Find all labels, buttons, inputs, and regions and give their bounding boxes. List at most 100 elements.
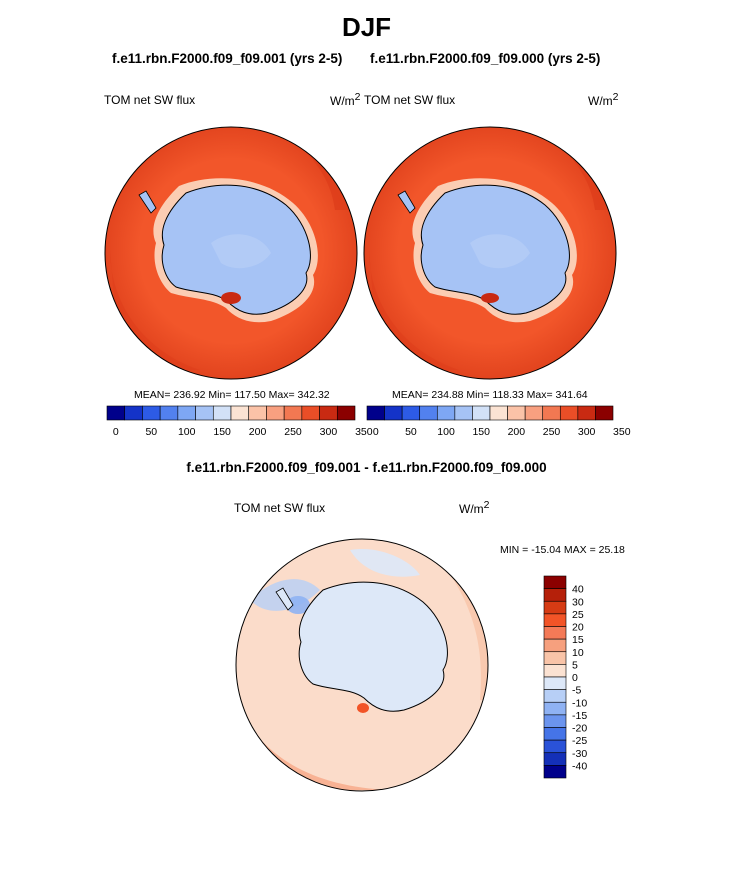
diff-cool-patch-w [250, 579, 320, 611]
left-polar-map [105, 127, 357, 379]
right-peninsula [397, 190, 416, 214]
right-warm-patch-sw [369, 250, 459, 370]
right-map-border [363, 126, 617, 380]
right-colorbar-tick-5: 250 [543, 426, 561, 438]
diff-variable-label: TOM net SW flux [234, 501, 326, 515]
left-colorbar-box-8 [248, 405, 267, 421]
diff-cool-patch-n [350, 549, 420, 577]
left-colorbar-box-3 [159, 405, 179, 421]
right-colorbar-box-9 [524, 405, 544, 421]
right-colorbar-box-8 [507, 405, 526, 421]
left-peninsula [138, 190, 157, 214]
right-colorbar-tick-7: 350 [613, 426, 631, 438]
left-warm-patch-sw [110, 250, 200, 370]
left-colorbar-box-0 [106, 405, 126, 421]
left-colorbar-box-13 [336, 405, 356, 421]
left-colorbar-tick-3: 150 [213, 426, 231, 438]
left-colorbar-box-6 [212, 405, 232, 421]
diff-colorbar-tick-1: 30 [572, 596, 584, 608]
left-colorbar: 0 50 100 150 200 250 300 350 [106, 405, 373, 438]
diff-minmax: MIN = -15.04 MAX = 25.18 [500, 544, 625, 556]
diff-colorbar-tick-5: 10 [572, 647, 584, 659]
left-continent-group [138, 178, 318, 323]
diff-colorbar-tick-13: -30 [572, 748, 587, 760]
right-colorbar-tick-4: 200 [508, 426, 526, 438]
right-colorbar-box-5 [454, 405, 473, 421]
diff-colorbar-box-1 [543, 588, 567, 602]
diff-colorbar-box-4 [543, 626, 567, 640]
diff-peninsula [275, 587, 294, 611]
left-colorbar-box-1 [124, 405, 143, 421]
right-antarctica [420, 184, 570, 315]
left-variable-label: TOM net SW flux [104, 93, 196, 107]
right-stats: MEAN= 234.88 Min= 118.33 Max= 341.64 [392, 389, 588, 401]
right-colorbar-box-0 [366, 405, 385, 421]
left-colorbar-tick-5: 250 [284, 426, 302, 438]
left-plateau-pattern [211, 234, 271, 269]
left-map-border [104, 126, 358, 380]
diff-colorbar-box-5 [543, 638, 567, 653]
left-colorbar-box-4 [177, 405, 196, 421]
diff-colorbar-tick-10: -15 [572, 710, 587, 722]
left-colorbar-box-2 [142, 405, 161, 421]
diff-map-border [235, 538, 489, 792]
right-colorbar-box-2 [401, 405, 421, 421]
left-coastal-halo [153, 178, 318, 323]
diff-colorbar-box-8 [543, 676, 567, 690]
diff-colorbar-tick-9: -10 [572, 697, 587, 709]
diff-colorbar-tick-8: -5 [572, 685, 581, 697]
right-colorbar-box-6 [472, 405, 491, 421]
right-units-label: W/m2 [588, 91, 619, 108]
diff-colorbar-box-10 [543, 701, 567, 716]
diff-colorbar-box-3 [543, 613, 567, 627]
diff-base-field [236, 539, 488, 791]
left-colorbar-tick-4: 200 [249, 426, 267, 438]
right-colorbar-tick-6: 300 [578, 426, 596, 438]
diff-warm-band-sw [236, 700, 400, 790]
left-colorbar-tick-7: 350 [355, 426, 373, 438]
diff-hotspot [357, 703, 369, 713]
diff-colorbar-tick-14: -40 [572, 760, 587, 772]
right-colorbar-tick-1: 50 [405, 426, 417, 438]
diff-colorbar-box-12 [543, 727, 567, 741]
left-hotspot [221, 292, 241, 304]
diff-colorbar-box-14 [543, 752, 567, 766]
right-colorbar-box-3 [419, 405, 438, 421]
right-colorbar: 0 50 100 150 200 250 300 350 [366, 405, 631, 438]
diff-continent-group [275, 581, 448, 713]
left-colorbar-tick-6: 300 [320, 426, 338, 438]
right-variable-label: TOM net SW flux [364, 93, 456, 107]
diff-colorbar-box-15 [543, 765, 567, 779]
left-colorbar-box-7 [230, 405, 250, 421]
left-units-label: W/m2 [330, 91, 361, 108]
diff-panel-title: f.e11.rbn.F2000.f09_f09.001 - f.e11.rbn.… [186, 460, 547, 475]
left-colorbar-box-10 [283, 405, 303, 421]
left-colorbar-box-12 [319, 405, 338, 421]
diff-colorbar-box-11 [543, 714, 567, 728]
diff-colorbar-tick-12: -25 [572, 735, 587, 747]
diff-cool-core-w [286, 596, 310, 614]
right-colorbar-box-7 [489, 405, 508, 421]
right-panel-title: f.e11.rbn.F2000.f09_f09.000 (yrs 2-5) [370, 51, 601, 66]
diff-polar-map [236, 539, 488, 791]
diff-colorbar-box-0 [543, 575, 567, 589]
left-colorbar-tick-2: 100 [178, 426, 196, 438]
right-colorbar-tick-0: 0 [373, 426, 379, 438]
left-stats: MEAN= 236.92 Min= 117.50 Max= 342.32 [134, 389, 330, 401]
diff-colorbar-tick-0: 40 [572, 584, 584, 596]
left-antarctica [161, 184, 311, 315]
right-plateau-pattern [470, 234, 530, 269]
diff-colorbar-box-7 [543, 664, 567, 678]
right-ocean-field [364, 127, 616, 379]
right-colorbar-tick-2: 100 [437, 426, 455, 438]
left-colorbar-box-5 [195, 405, 214, 421]
left-colorbar-tick-1: 50 [145, 426, 157, 438]
right-colorbar-box-1 [384, 405, 403, 421]
right-colorbar-tick-3: 150 [472, 426, 490, 438]
figure-title: DJF [341, 12, 392, 42]
left-panel-title: f.e11.rbn.F2000.f09_f09.001 (yrs 2-5) [112, 51, 343, 66]
right-colorbar-box-10 [542, 405, 561, 421]
left-colorbar-box-11 [301, 405, 320, 421]
